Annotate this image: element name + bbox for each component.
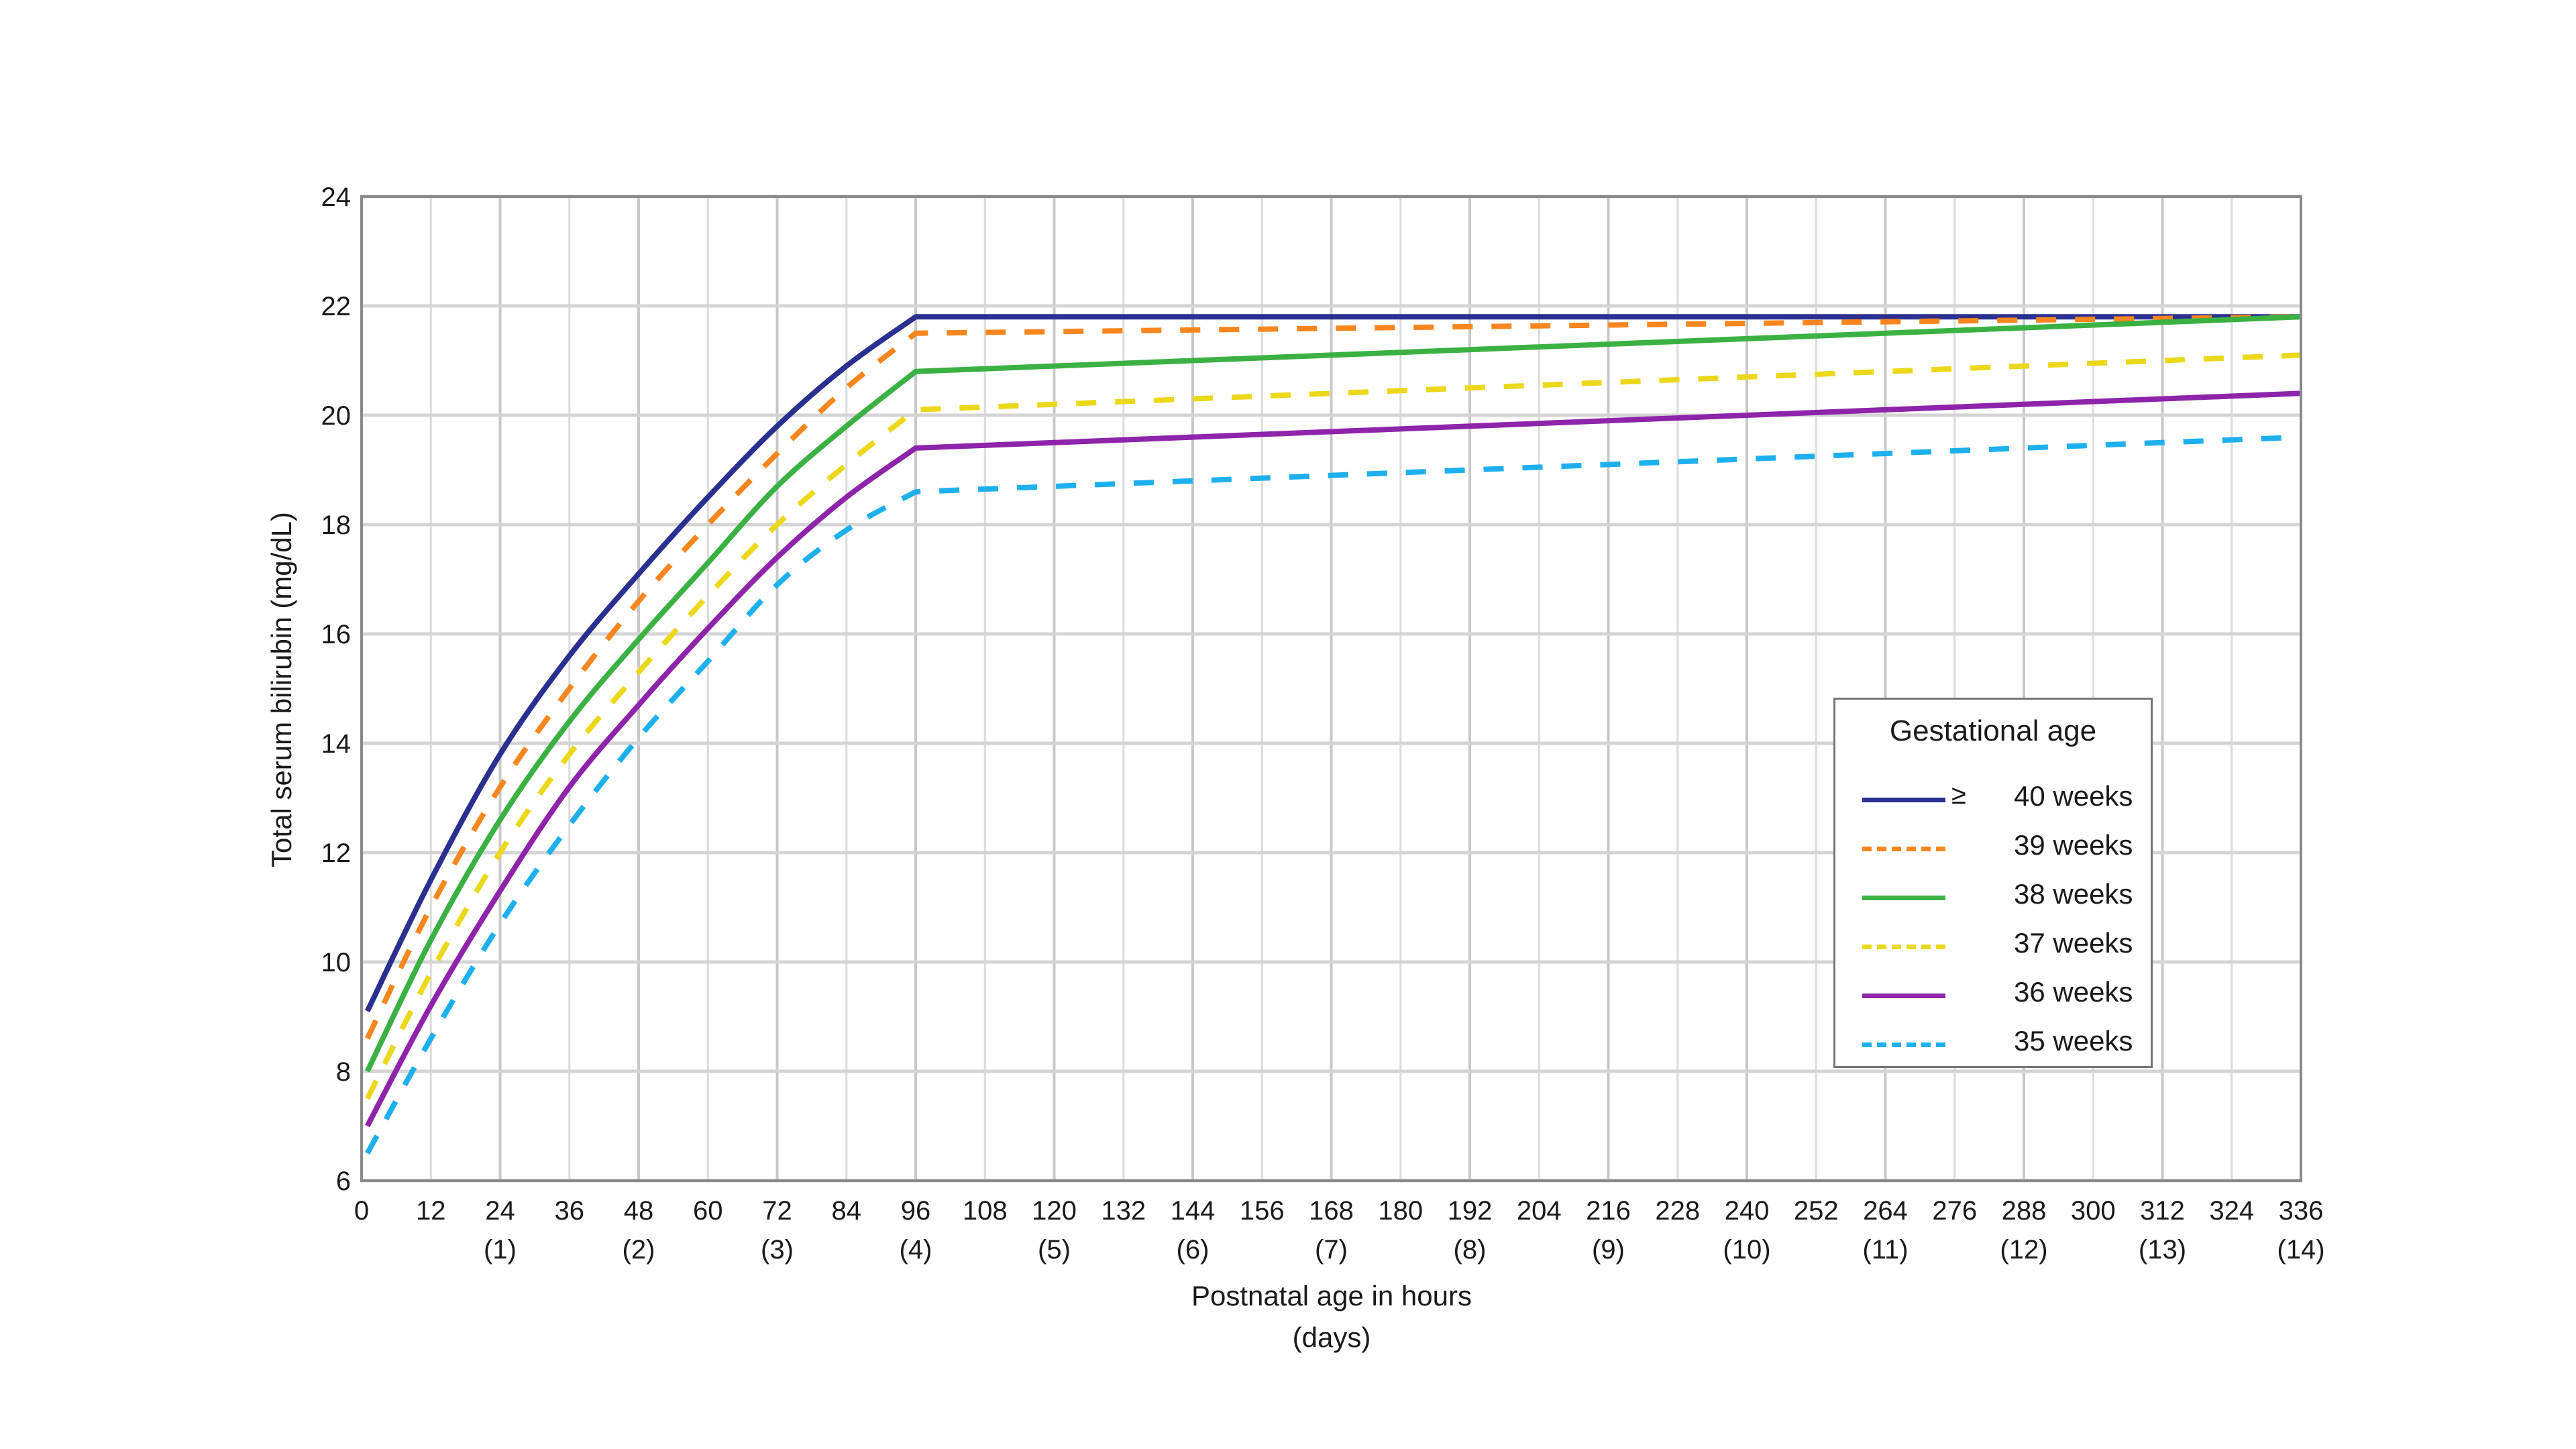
x-day-label: (7) xyxy=(1315,1235,1348,1265)
x-tick-label: 336 xyxy=(2279,1196,2324,1226)
x-tick-label: 84 xyxy=(832,1196,862,1226)
series-lines xyxy=(365,314,2302,1155)
y-tick-label: 8 xyxy=(336,1057,351,1087)
x-day-label: (1) xyxy=(484,1235,517,1265)
y-axis-title: Total serum bilirubin (mg/dL) xyxy=(266,512,297,867)
x-tick-label: 252 xyxy=(1794,1196,1839,1226)
x-tick-label: 108 xyxy=(963,1196,1008,1226)
series-line-38-weeks xyxy=(365,314,2302,1073)
legend-item: 36 weeks xyxy=(1862,975,2144,1015)
x-tick-label: 204 xyxy=(1517,1196,1562,1226)
x-tick-label: 48 xyxy=(624,1196,654,1226)
x-day-label: (4) xyxy=(900,1235,932,1265)
x-tick-label: 96 xyxy=(901,1196,931,1226)
legend-item: 35 weeks xyxy=(1862,1024,2144,1064)
plot-frame xyxy=(360,195,2302,1182)
x-day-label: (11) xyxy=(1862,1235,1908,1265)
x-tick-label: 288 xyxy=(2002,1196,2047,1226)
legend-label: 37 weeks xyxy=(2014,927,2133,959)
y-tick-label: 18 xyxy=(321,511,352,540)
x-day-label: (14) xyxy=(2277,1235,2324,1265)
x-tick-label: 324 xyxy=(2209,1196,2254,1226)
y-tick-label: 10 xyxy=(321,948,352,977)
x-axis-subtitle: (days) xyxy=(1293,1322,1371,1353)
legend-swatch xyxy=(1862,1042,1945,1047)
x-day-label: (6) xyxy=(1177,1235,1210,1265)
x-tick-label: 36 xyxy=(555,1196,585,1226)
legend-label: 35 weeks xyxy=(2014,1025,2133,1057)
x-day-label: (9) xyxy=(1592,1235,1625,1265)
x-tick-label: 12 xyxy=(416,1196,446,1226)
legend-swatch xyxy=(1862,798,1945,802)
legend-title: Gestational age xyxy=(1889,714,2097,747)
greater-equal-symbol: ≥ xyxy=(1951,780,1966,810)
legend-item: 37 weeks xyxy=(1862,926,2144,966)
legend-label: 39 weeks xyxy=(2014,829,2133,861)
x-tick-label: 192 xyxy=(1448,1196,1493,1226)
legend-swatch xyxy=(1862,994,1945,998)
legend-swatch xyxy=(1862,896,1945,900)
legend-label: 36 weeks xyxy=(2014,976,2133,1008)
x-tick-label: 312 xyxy=(2140,1196,2185,1226)
x-day-label: (3) xyxy=(761,1235,794,1265)
legend-swatch xyxy=(1862,945,1945,949)
x-day-label: (8) xyxy=(1454,1235,1487,1265)
x-tick-label: 156 xyxy=(1240,1196,1285,1226)
series-line-35-weeks xyxy=(365,434,2302,1155)
y-tick-label: 22 xyxy=(321,292,352,321)
x-tick-label: 216 xyxy=(1586,1196,1631,1226)
x-axis-day-ticks: (1) (2) (3) (4) (5) (6) (7) (8) (9) (10) (11) (12) (… xyxy=(484,1235,2325,1265)
y-axis-ticks: 6 8 10 12 14 16 18 20 22 24 xyxy=(321,182,352,1196)
y-tick-label: 20 xyxy=(321,401,352,431)
x-tick-label: 264 xyxy=(1863,1196,1908,1226)
x-tick-label: 276 xyxy=(1932,1196,1977,1226)
x-tick-label: 300 xyxy=(2071,1196,2116,1226)
x-tick-label: 180 xyxy=(1378,1196,1423,1226)
legend-swatch xyxy=(1862,847,1945,851)
y-tick-label: 6 xyxy=(336,1167,351,1196)
y-tick-label: 16 xyxy=(321,620,352,649)
x-axis-title: Postnatal age in hours xyxy=(1191,1280,1472,1311)
x-tick-label: 228 xyxy=(1655,1196,1700,1226)
y-tick-label: 12 xyxy=(321,839,352,868)
x-tick-label: 168 xyxy=(1309,1196,1354,1226)
x-tick-label: 24 xyxy=(485,1196,515,1226)
legend-label: 40 weeks xyxy=(2014,780,2133,812)
x-day-label: (2) xyxy=(623,1235,655,1265)
x-axis-ticks: 0 12 24 36 48 60 72 84 96 108 120 132 144 156 168 180 19… xyxy=(354,1196,2324,1226)
series-line-36-weeks xyxy=(365,390,2302,1128)
legend: Gestational age ≥40 weeks 39 weeks 38 week… xyxy=(1833,698,2153,1068)
legend-label: 38 weeks xyxy=(2014,878,2133,910)
x-day-label: (10) xyxy=(1723,1235,1770,1265)
x-day-label: (13) xyxy=(2139,1235,2186,1265)
series-line-37-weeks xyxy=(365,352,2302,1100)
legend-item: 38 weeks xyxy=(1862,877,2144,917)
x-tick-label: 240 xyxy=(1725,1196,1770,1226)
series-line-39-weeks xyxy=(365,314,2302,1040)
x-tick-label: 0 xyxy=(354,1196,369,1226)
x-tick-label: 132 xyxy=(1101,1196,1146,1226)
y-tick-label: 14 xyxy=(321,729,352,759)
y-tick-label: 24 xyxy=(321,182,352,212)
x-tick-label: 144 xyxy=(1171,1196,1216,1226)
x-day-label: (12) xyxy=(2000,1235,2047,1265)
series-line-40-weeks xyxy=(365,314,2301,1013)
legend-item: 39 weeks xyxy=(1862,828,2144,868)
x-day-label: (5) xyxy=(1038,1235,1071,1265)
legend-item: ≥40 weeks xyxy=(1862,779,2144,819)
x-tick-label: 120 xyxy=(1032,1196,1077,1226)
x-tick-label: 60 xyxy=(693,1196,723,1226)
x-tick-label: 72 xyxy=(762,1196,792,1226)
